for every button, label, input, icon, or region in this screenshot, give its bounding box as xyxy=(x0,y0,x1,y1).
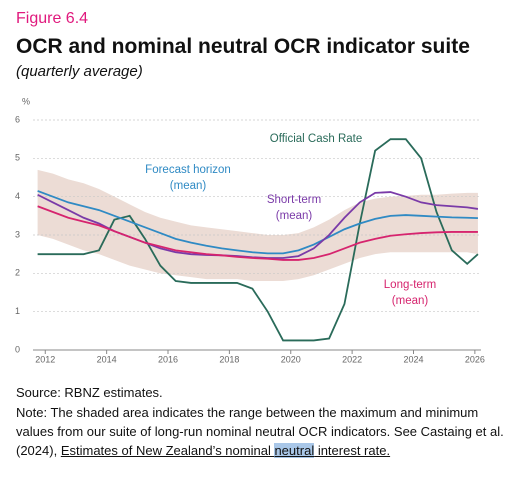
series-label: (mean) xyxy=(276,210,313,222)
x-tick-label: 2018 xyxy=(219,354,239,364)
y-unit: % xyxy=(22,96,30,106)
x-tick-label: 2022 xyxy=(342,354,362,364)
series-line xyxy=(37,205,478,261)
x-tick-label: 2024 xyxy=(403,354,423,364)
note-line: values from our suite of long-run nomina… xyxy=(16,424,504,439)
series-label: Official Cash Rate xyxy=(270,133,362,145)
x-tick-label: 2026 xyxy=(465,354,485,364)
note-text: (2024), xyxy=(16,443,61,458)
note-line: Note: The shaded area indicates the rang… xyxy=(16,405,479,420)
link-text[interactable]: Estimates of New Zealand’s nominal xyxy=(60,443,275,458)
series-line xyxy=(37,190,478,255)
link-text[interactable]: interest rate xyxy=(314,443,387,458)
y-tick-label: 1 xyxy=(15,306,20,316)
y-tick-label: 6 xyxy=(15,114,20,124)
x-tick-label: 2014 xyxy=(97,354,117,364)
x-tick-label: 2020 xyxy=(281,354,301,364)
y-tick-label: 4 xyxy=(15,191,20,201)
series-line xyxy=(37,138,479,342)
series-label: (mean) xyxy=(392,295,429,307)
x-tick-label: 2012 xyxy=(35,354,55,364)
series-label: Short-term xyxy=(267,194,321,206)
series-label: Forecast horizon xyxy=(145,164,231,176)
y-tick-label: 3 xyxy=(15,229,20,239)
y-tick-label: 0 xyxy=(15,344,20,354)
series-label: Long-term xyxy=(384,279,436,291)
figure-label: Figure 6.4 xyxy=(16,10,89,27)
x-tick-label: 2016 xyxy=(158,354,178,364)
range-band xyxy=(37,169,478,281)
note-line: (2024), Estimates of New Zealand’s nomin… xyxy=(16,443,390,458)
chart-title: OCR and nominal neutral OCR indicator su… xyxy=(16,35,470,58)
chart-subtitle: (quarterly average) xyxy=(16,63,143,80)
chart: % 0 1 2 3 4 5 6 2012 2014 2016 2018 2020 2022 2024 202… xyxy=(15,96,485,364)
link-text[interactable]: . xyxy=(386,443,391,458)
link-text[interactable]: neutral xyxy=(274,443,315,458)
y-tick-label: 5 xyxy=(15,153,20,163)
link[interactable]: Estimates of New Zealand’s nominal neutr… xyxy=(61,443,390,458)
series-label: (mean) xyxy=(170,180,207,192)
y-tick-label: 2 xyxy=(15,268,20,278)
source: Source: RBNZ estimates. xyxy=(16,385,163,400)
